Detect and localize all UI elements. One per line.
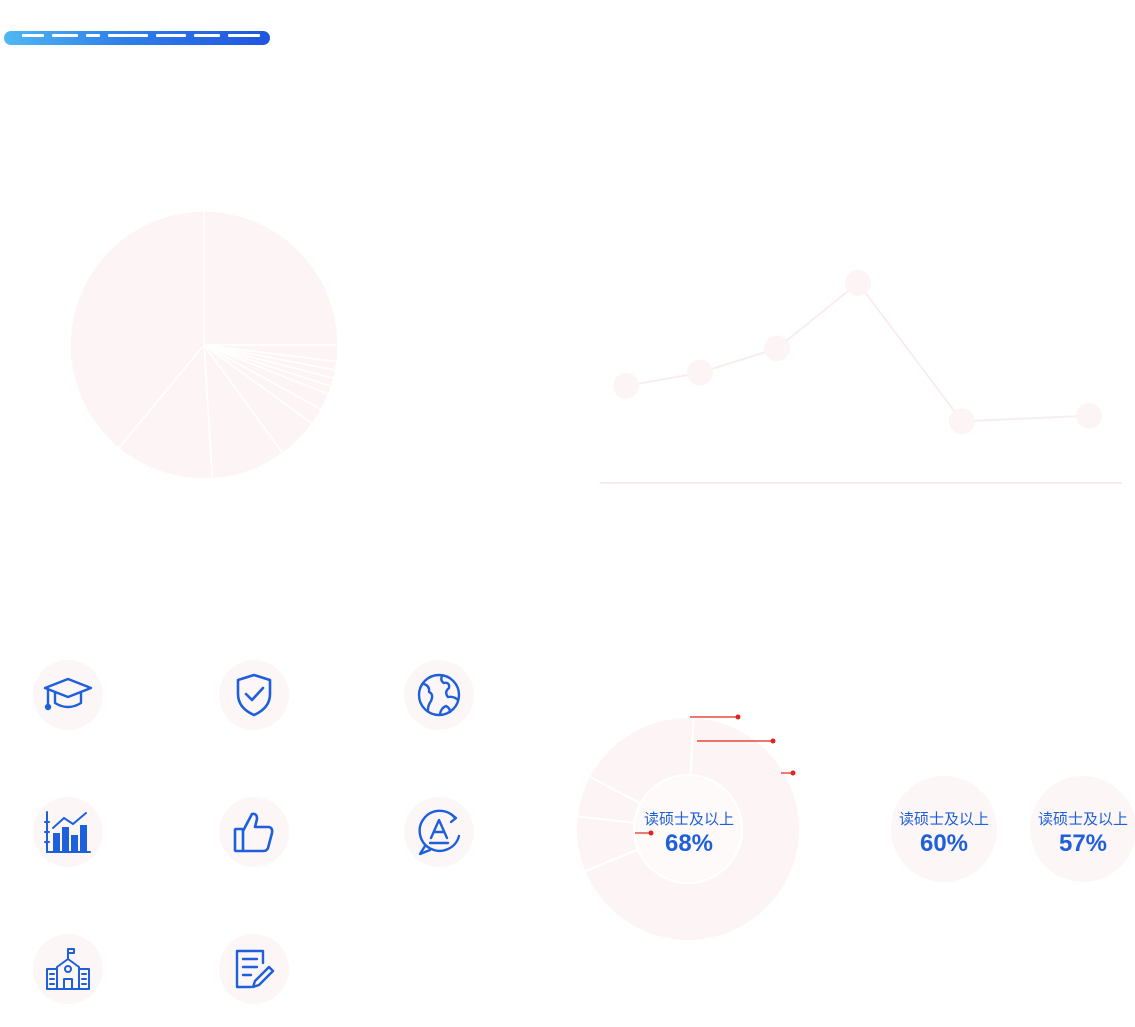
donut-slice-divider	[689, 718, 695, 776]
leader-dot	[735, 714, 741, 720]
document-edit-icon	[219, 934, 289, 1004]
stat-label-57: 读硕士及以上 57%	[1013, 809, 1135, 859]
donut-slice-divider	[584, 848, 639, 873]
pie-slice	[69, 210, 205, 450]
donut-caption: 读硕士及以上	[643, 810, 734, 828]
stat-circle-57	[1030, 776, 1135, 882]
donut-hole	[633, 774, 743, 884]
data-point	[949, 408, 975, 435]
donut-slice-divider	[577, 815, 635, 824]
data-point	[764, 335, 790, 362]
stat-value: 60%	[919, 830, 969, 857]
stat-caption: 读硕士及以上	[898, 810, 989, 828]
data-point	[613, 372, 639, 399]
language-a-icon	[404, 797, 474, 867]
stat-label-60: 读硕士及以上 60%	[874, 809, 1014, 859]
donut-slice-divider	[589, 775, 641, 805]
thumbs-up-icon	[219, 797, 289, 867]
section-title-bar	[4, 31, 270, 45]
leader-dot	[648, 830, 654, 836]
pie-slice	[203, 210, 339, 346]
stat-circle-60	[891, 776, 997, 882]
school-building-icon	[33, 934, 103, 1004]
donut-value: 68%	[664, 830, 714, 857]
stat-value: 57%	[1058, 830, 1108, 857]
leader-dot	[770, 738, 776, 744]
donut-center-label: 读硕士及以上 68%	[619, 809, 759, 859]
shield-check-icon	[219, 660, 289, 730]
data-point	[1076, 402, 1102, 429]
leader-dot	[790, 770, 796, 776]
stat-caption: 读硕士及以上	[1037, 810, 1128, 828]
graduation-cap-icon	[33, 660, 103, 730]
data-point	[687, 359, 713, 386]
pie-slice	[117, 343, 214, 480]
bar-chart-icon	[33, 797, 103, 867]
data-point	[845, 269, 871, 296]
globe-icon	[404, 660, 474, 730]
